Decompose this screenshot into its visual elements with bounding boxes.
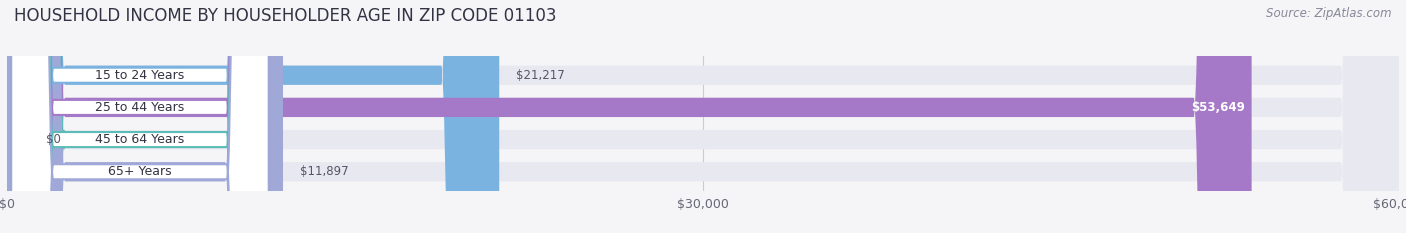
Text: Source: ZipAtlas.com: Source: ZipAtlas.com (1267, 7, 1392, 20)
Text: 15 to 24 Years: 15 to 24 Years (96, 69, 184, 82)
FancyBboxPatch shape (0, 0, 65, 233)
FancyBboxPatch shape (11, 0, 269, 233)
FancyBboxPatch shape (7, 0, 1399, 233)
Text: 25 to 44 Years: 25 to 44 Years (96, 101, 184, 114)
FancyBboxPatch shape (11, 0, 269, 233)
FancyBboxPatch shape (7, 0, 499, 233)
FancyBboxPatch shape (7, 0, 1399, 233)
Text: 45 to 64 Years: 45 to 64 Years (96, 133, 184, 146)
FancyBboxPatch shape (11, 0, 269, 233)
Text: 65+ Years: 65+ Years (108, 165, 172, 178)
FancyBboxPatch shape (7, 0, 1251, 233)
FancyBboxPatch shape (7, 0, 283, 233)
Text: $0: $0 (46, 133, 60, 146)
Text: HOUSEHOLD INCOME BY HOUSEHOLDER AGE IN ZIP CODE 01103: HOUSEHOLD INCOME BY HOUSEHOLDER AGE IN Z… (14, 7, 557, 25)
Text: $21,217: $21,217 (516, 69, 565, 82)
Text: $11,897: $11,897 (299, 165, 349, 178)
FancyBboxPatch shape (7, 0, 1399, 233)
FancyBboxPatch shape (7, 0, 1399, 233)
FancyBboxPatch shape (11, 0, 269, 233)
Text: $53,649: $53,649 (1191, 101, 1244, 114)
